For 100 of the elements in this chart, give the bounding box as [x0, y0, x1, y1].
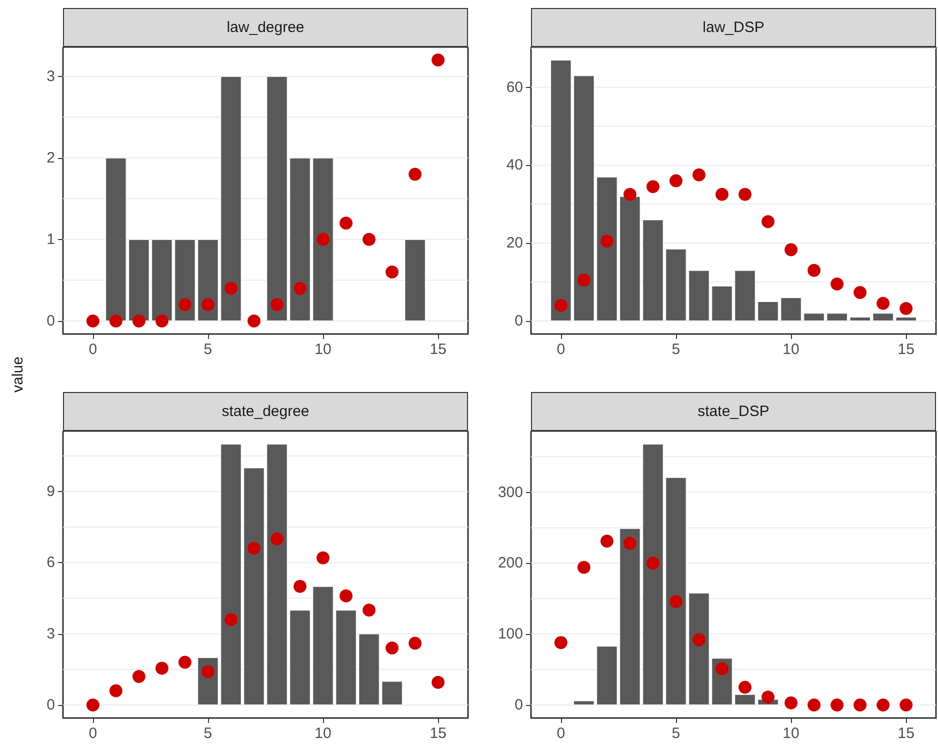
y-tick-label: 0 — [46, 696, 55, 714]
point — [86, 314, 100, 328]
point — [830, 698, 844, 712]
point — [132, 314, 146, 328]
bar — [826, 313, 848, 321]
point — [577, 560, 590, 574]
point — [362, 232, 376, 246]
bar — [780, 298, 802, 321]
point — [316, 232, 330, 246]
bar — [712, 286, 732, 321]
point — [692, 633, 706, 646]
chart-title: state_degree — [63, 392, 468, 431]
bar — [404, 239, 426, 321]
bar — [128, 239, 150, 321]
chart-title: law_DSP — [531, 8, 936, 47]
x-tick-label: 10 — [782, 725, 800, 742]
point — [270, 532, 284, 546]
bar — [758, 301, 778, 321]
bar — [596, 176, 618, 321]
x-tick-label: 0 — [88, 725, 98, 742]
y-tick-label: 0 — [46, 312, 55, 330]
point — [248, 542, 260, 555]
point — [155, 314, 168, 328]
point — [738, 188, 752, 201]
point — [178, 656, 192, 669]
point — [577, 274, 590, 287]
point — [248, 314, 260, 328]
bar — [106, 158, 126, 321]
point — [554, 298, 568, 312]
point — [132, 670, 146, 683]
point — [716, 188, 728, 201]
point — [762, 215, 775, 228]
point — [784, 696, 798, 710]
y-tick-label: 3 — [46, 68, 55, 85]
point — [86, 698, 100, 712]
bar — [872, 313, 894, 321]
bar — [688, 592, 710, 705]
bar — [152, 239, 172, 321]
y-tick-label: 9 — [46, 482, 55, 500]
bar — [336, 610, 356, 705]
bar — [666, 248, 686, 321]
y-tick-label: 6 — [46, 554, 55, 572]
point — [316, 551, 330, 564]
bar — [382, 681, 402, 705]
bar — [574, 76, 594, 321]
point — [362, 604, 376, 617]
point — [738, 680, 752, 694]
bar — [850, 317, 870, 321]
y-tick-label: 0 — [514, 312, 523, 330]
x-tick-label: 15 — [898, 725, 914, 742]
point — [294, 580, 307, 593]
point — [554, 636, 568, 650]
point — [808, 698, 821, 712]
bar — [290, 610, 310, 705]
point — [294, 282, 307, 295]
y-tick-label: 300 — [498, 484, 523, 501]
bar — [550, 60, 572, 321]
bar — [896, 317, 916, 321]
y-tick-label: 1 — [46, 230, 55, 248]
bar — [642, 444, 664, 705]
point — [900, 698, 913, 712]
bar — [198, 239, 218, 321]
point — [854, 698, 867, 712]
point — [432, 676, 445, 689]
x-tick-label: 0 — [556, 341, 566, 358]
point — [109, 684, 122, 698]
point — [408, 168, 422, 181]
point — [669, 594, 682, 608]
point — [716, 662, 728, 676]
y-tick-label: 40 — [506, 156, 523, 174]
point — [270, 298, 284, 312]
y-tick-label: 60 — [506, 78, 523, 96]
bar — [174, 239, 196, 321]
bar — [358, 634, 380, 705]
x-tick-label: 15 — [898, 341, 914, 358]
bar — [804, 313, 824, 321]
y-tick-label: 20 — [506, 234, 523, 252]
point — [646, 180, 660, 194]
y-tick-label: 3 — [46, 625, 55, 642]
x-tick-label: 10 — [782, 341, 800, 358]
point — [692, 168, 706, 182]
chart-title: law_degree — [63, 8, 468, 47]
y-tick-label: 2 — [46, 149, 55, 166]
bar — [266, 444, 288, 705]
point — [830, 277, 844, 290]
point — [762, 690, 775, 704]
point — [109, 314, 122, 328]
point — [432, 54, 445, 67]
x-tick-label: 0 — [556, 725, 566, 742]
bar — [244, 468, 264, 705]
point — [669, 174, 682, 188]
x-tick-label: 15 — [430, 725, 446, 742]
x-tick-label: 10 — [314, 725, 332, 742]
point — [340, 216, 353, 230]
bar — [220, 444, 242, 705]
bar — [596, 646, 618, 705]
point — [408, 636, 422, 650]
bar — [666, 477, 686, 705]
point — [201, 298, 214, 312]
bar — [266, 76, 288, 321]
